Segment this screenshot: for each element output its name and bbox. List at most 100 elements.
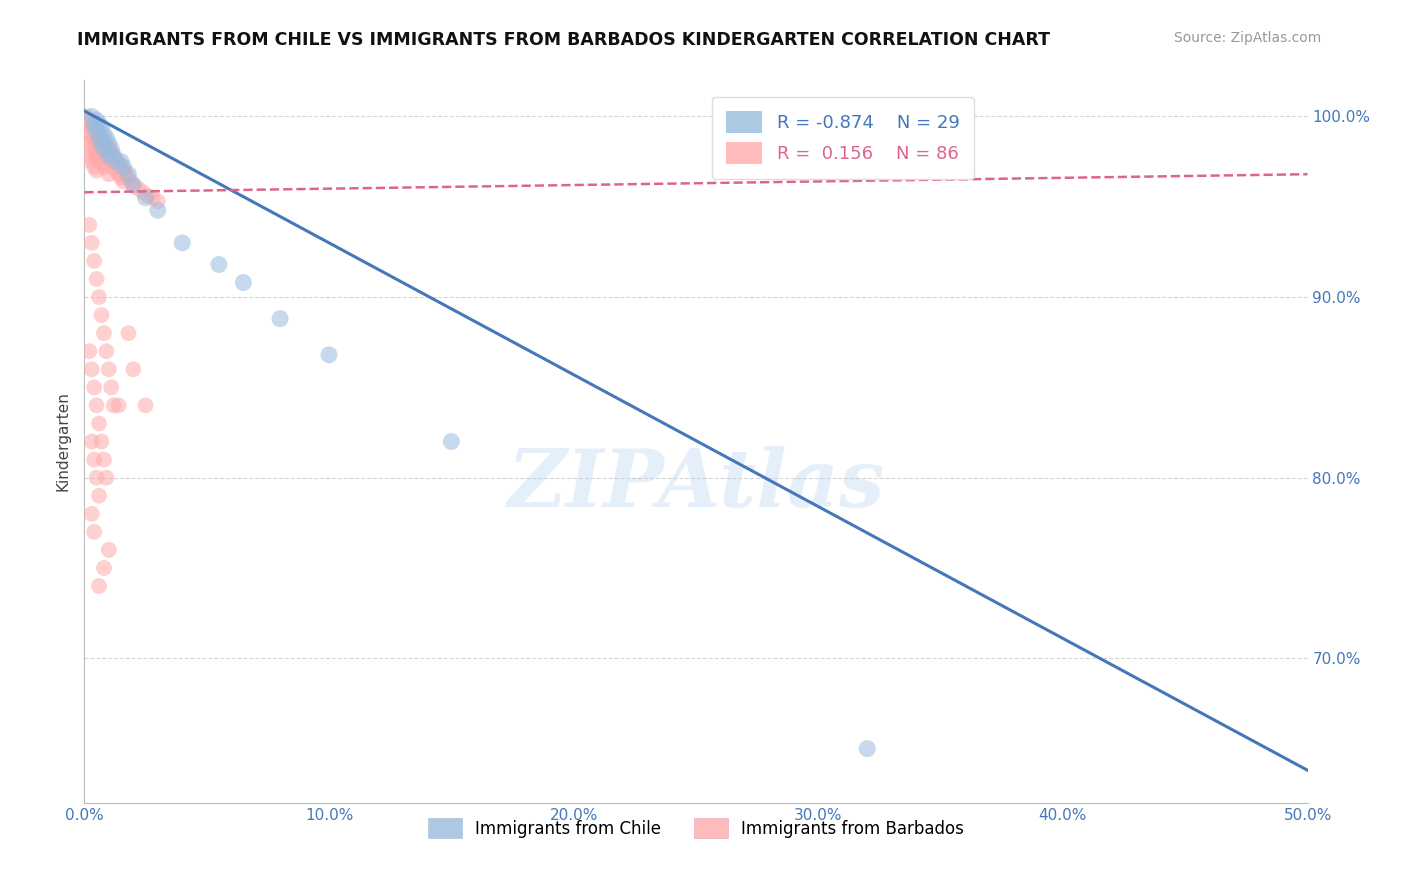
- Point: [135, 191, 157, 205]
- Point: [80, 507, 103, 521]
- Point: [146, 203, 169, 218]
- Point: [269, 311, 291, 326]
- Point: [93, 128, 115, 142]
- Point: [440, 434, 463, 449]
- Point: [86, 272, 108, 286]
- Point: [90, 131, 112, 145]
- Point: [87, 153, 110, 167]
- Point: [87, 290, 110, 304]
- Point: [100, 142, 122, 156]
- Point: [122, 178, 145, 192]
- Point: [86, 163, 108, 178]
- Point: [76, 119, 98, 133]
- Point: [105, 163, 128, 178]
- Point: [93, 135, 115, 149]
- Point: [232, 276, 254, 290]
- Point: [122, 178, 145, 192]
- Point: [103, 149, 125, 163]
- Point: [120, 174, 142, 188]
- Point: [112, 160, 135, 174]
- Point: [77, 218, 100, 232]
- Point: [87, 117, 110, 131]
- Point: [86, 149, 108, 163]
- Point: [80, 235, 103, 250]
- Point: [90, 136, 112, 151]
- Point: [87, 138, 110, 153]
- Point: [110, 160, 132, 174]
- Point: [93, 145, 115, 160]
- Point: [80, 154, 103, 169]
- Text: ZIPAtlas: ZIPAtlas: [508, 446, 884, 524]
- Point: [80, 117, 103, 131]
- Point: [90, 120, 112, 135]
- Point: [856, 741, 879, 756]
- Point: [77, 149, 100, 163]
- Point: [80, 109, 103, 123]
- Point: [127, 182, 149, 196]
- Text: IMMIGRANTS FROM CHILE VS IMMIGRANTS FROM BARBADOS KINDERGARTEN CORRELATION CHART: IMMIGRANTS FROM CHILE VS IMMIGRANTS FROM…: [77, 31, 1050, 49]
- Point: [87, 489, 110, 503]
- Point: [86, 135, 108, 149]
- Point: [83, 120, 105, 135]
- Point: [100, 380, 122, 394]
- Point: [97, 149, 120, 163]
- Point: [142, 191, 165, 205]
- Point: [97, 136, 120, 151]
- Point: [97, 167, 120, 181]
- Point: [90, 434, 112, 449]
- Point: [83, 119, 105, 133]
- Point: [80, 128, 103, 142]
- Point: [103, 149, 125, 163]
- Point: [93, 452, 115, 467]
- Point: [110, 170, 132, 185]
- Point: [96, 149, 118, 163]
- Point: [77, 136, 100, 151]
- Point: [90, 156, 112, 170]
- Point: [132, 186, 155, 200]
- Point: [93, 326, 115, 341]
- Point: [105, 153, 128, 167]
- Point: [77, 124, 100, 138]
- Point: [318, 348, 340, 362]
- Point: [112, 174, 135, 188]
- Point: [172, 235, 194, 250]
- Point: [77, 113, 100, 128]
- Point: [97, 362, 120, 376]
- Point: [83, 253, 105, 268]
- Point: [86, 398, 108, 412]
- Point: [86, 470, 108, 484]
- Point: [80, 362, 103, 376]
- Point: [97, 153, 120, 167]
- Point: [107, 167, 129, 181]
- Point: [90, 142, 112, 156]
- Point: [136, 189, 159, 203]
- Point: [87, 579, 110, 593]
- Y-axis label: Kindergarten: Kindergarten: [55, 392, 70, 491]
- Point: [87, 417, 110, 431]
- Point: [117, 167, 139, 181]
- Point: [96, 344, 118, 359]
- Point: [83, 452, 105, 467]
- Point: [80, 434, 103, 449]
- Point: [83, 160, 105, 174]
- Point: [93, 561, 115, 575]
- Point: [117, 326, 139, 341]
- Point: [135, 398, 157, 412]
- Point: [103, 398, 125, 412]
- Point: [87, 131, 110, 145]
- Point: [86, 124, 108, 138]
- Point: [76, 131, 98, 145]
- Point: [146, 194, 169, 209]
- Point: [105, 154, 128, 169]
- Point: [110, 154, 132, 169]
- Point: [122, 362, 145, 376]
- Point: [96, 470, 118, 484]
- Point: [107, 398, 129, 412]
- Legend: Immigrants from Chile, Immigrants from Barbados: Immigrants from Chile, Immigrants from B…: [422, 812, 970, 845]
- Point: [115, 167, 138, 181]
- Point: [103, 160, 125, 174]
- Point: [83, 131, 105, 145]
- Point: [83, 524, 105, 539]
- Text: Source: ZipAtlas.com: Source: ZipAtlas.com: [1174, 31, 1322, 45]
- Point: [80, 142, 103, 156]
